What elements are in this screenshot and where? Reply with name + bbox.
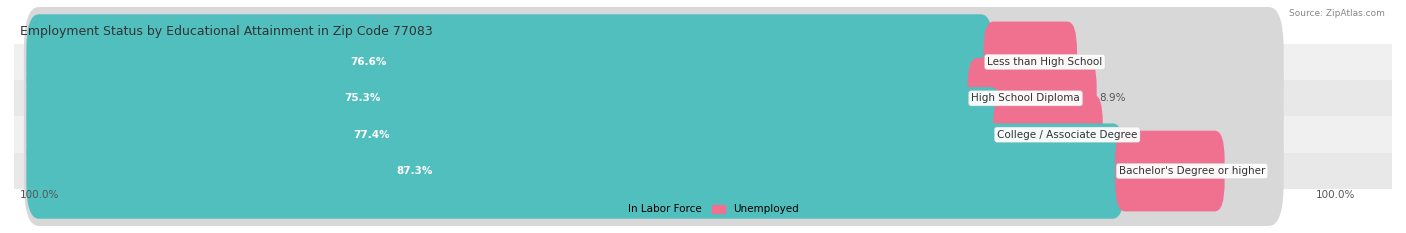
Bar bbox=[14, 80, 1392, 116]
FancyBboxPatch shape bbox=[24, 7, 1284, 117]
FancyBboxPatch shape bbox=[27, 123, 1125, 219]
FancyBboxPatch shape bbox=[27, 51, 977, 146]
Text: Source: ZipAtlas.com: Source: ZipAtlas.com bbox=[1289, 9, 1385, 18]
Text: 6.0%: 6.0% bbox=[1080, 57, 1107, 67]
FancyBboxPatch shape bbox=[24, 116, 1284, 226]
Text: 100.0%: 100.0% bbox=[1316, 190, 1355, 200]
Bar bbox=[14, 153, 1392, 189]
Text: Bachelor's Degree or higher: Bachelor's Degree or higher bbox=[1119, 166, 1265, 176]
FancyBboxPatch shape bbox=[984, 22, 1077, 102]
Text: 7.3%: 7.3% bbox=[1227, 166, 1254, 176]
Text: 76.6%: 76.6% bbox=[350, 57, 387, 67]
Text: Less than High School: Less than High School bbox=[987, 57, 1102, 67]
Text: 77.4%: 77.4% bbox=[354, 130, 391, 140]
Text: 75.3%: 75.3% bbox=[344, 93, 381, 103]
FancyBboxPatch shape bbox=[967, 58, 1097, 139]
FancyBboxPatch shape bbox=[27, 87, 1004, 182]
Text: 8.9%: 8.9% bbox=[1099, 93, 1126, 103]
Bar bbox=[14, 116, 1392, 153]
FancyBboxPatch shape bbox=[994, 94, 1102, 175]
Text: 7.3%: 7.3% bbox=[1105, 130, 1132, 140]
Legend: In Labor Force, Unemployed: In Labor Force, Unemployed bbox=[603, 200, 803, 219]
Text: 100.0%: 100.0% bbox=[20, 190, 59, 200]
FancyBboxPatch shape bbox=[24, 43, 1284, 153]
Bar bbox=[14, 44, 1392, 80]
Text: College / Associate Degree: College / Associate Degree bbox=[997, 130, 1137, 140]
Text: 87.3%: 87.3% bbox=[396, 166, 433, 176]
Text: High School Diploma: High School Diploma bbox=[972, 93, 1080, 103]
FancyBboxPatch shape bbox=[1115, 131, 1225, 211]
FancyBboxPatch shape bbox=[27, 14, 993, 110]
Text: Employment Status by Educational Attainment in Zip Code 77083: Employment Status by Educational Attainm… bbox=[20, 25, 433, 38]
FancyBboxPatch shape bbox=[24, 80, 1284, 190]
